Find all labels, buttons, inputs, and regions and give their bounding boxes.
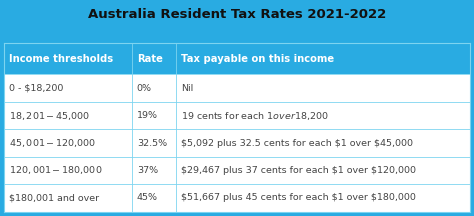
Bar (176, 184, 470, 212)
Bar (4, 157, 132, 184)
Text: $45,001 - $120,000: $45,001 - $120,000 (9, 137, 96, 149)
Bar (176, 43, 470, 74)
Text: 0 - $18,200: 0 - $18,200 (9, 84, 63, 93)
Text: 45%: 45% (137, 194, 158, 202)
Bar (132, 74, 176, 102)
Bar (4, 184, 132, 212)
Text: Australia Resident Tax Rates 2021-2022: Australia Resident Tax Rates 2021-2022 (88, 8, 386, 21)
Text: $51,667 plus 45 cents for each $1 over $180,000: $51,667 plus 45 cents for each $1 over $… (181, 194, 416, 202)
Text: $18,201 - $45,000: $18,201 - $45,000 (9, 110, 90, 122)
Bar (176, 157, 470, 184)
Bar (4, 43, 470, 212)
Bar (176, 129, 470, 157)
Text: $180,001 and over: $180,001 and over (9, 194, 99, 202)
Bar (132, 43, 176, 74)
Text: 19%: 19% (137, 111, 158, 120)
Bar (132, 184, 176, 212)
Bar (4, 43, 132, 74)
Bar (176, 74, 470, 102)
Bar (176, 102, 470, 129)
Text: Nil: Nil (181, 84, 193, 93)
Text: Tax payable on this income: Tax payable on this income (181, 54, 334, 64)
Text: Rate: Rate (137, 54, 163, 64)
Bar (4, 129, 132, 157)
Bar (4, 74, 132, 102)
Text: 37%: 37% (137, 166, 158, 175)
Bar (132, 129, 176, 157)
Text: $29,467 plus 37 cents for each $1 over $120,000: $29,467 plus 37 cents for each $1 over $… (181, 166, 416, 175)
Bar (4, 102, 132, 129)
Text: 0%: 0% (137, 84, 152, 93)
Text: 32.5%: 32.5% (137, 138, 167, 148)
Text: Income thresholds: Income thresholds (9, 54, 113, 64)
Bar (132, 102, 176, 129)
Text: $120,001 - $180,000: $120,001 - $180,000 (9, 165, 102, 176)
Text: $5,092 plus 32.5 cents for each $1 over $45,000: $5,092 plus 32.5 cents for each $1 over … (181, 138, 413, 148)
Bar (132, 157, 176, 184)
Text: 19 cents for each $1 over $18,200: 19 cents for each $1 over $18,200 (181, 110, 329, 122)
